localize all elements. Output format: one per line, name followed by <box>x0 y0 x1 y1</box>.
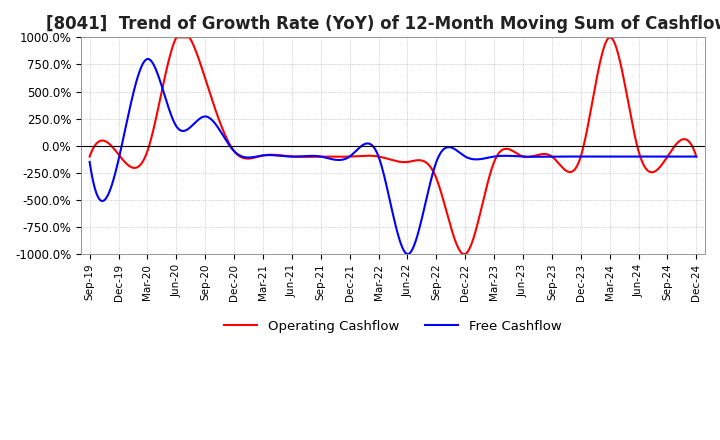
Operating Cashflow <box>564 169 572 174</box>
Free Cashflow <box>381 176 390 182</box>
Operating Cashflow <box>364 153 373 158</box>
Operating Cashflow <box>116 154 125 160</box>
Free Cashflow <box>364 141 373 146</box>
Operating Cashflow <box>692 154 701 159</box>
Operating Cashflow <box>675 139 683 144</box>
Operating Cashflow <box>172 35 181 40</box>
Free Cashflow <box>675 154 683 159</box>
Line: Free Cashflow: Free Cashflow <box>89 59 696 254</box>
Free Cashflow <box>675 154 684 159</box>
Operating Cashflow <box>381 155 390 161</box>
Operating Cashflow <box>675 139 684 144</box>
Free Cashflow <box>403 252 412 257</box>
Legend: Operating Cashflow, Free Cashflow: Operating Cashflow, Free Cashflow <box>219 315 567 338</box>
Line: Operating Cashflow: Operating Cashflow <box>89 37 696 254</box>
Free Cashflow <box>116 148 125 154</box>
Free Cashflow <box>564 154 572 159</box>
Title: [8041]  Trend of Growth Rate (YoY) of 12-Month Moving Sum of Cashflows: [8041] Trend of Growth Rate (YoY) of 12-… <box>46 15 720 33</box>
Free Cashflow <box>85 159 94 165</box>
Operating Cashflow <box>459 252 467 257</box>
Free Cashflow <box>692 154 701 159</box>
Operating Cashflow <box>85 154 94 159</box>
Free Cashflow <box>143 56 152 62</box>
